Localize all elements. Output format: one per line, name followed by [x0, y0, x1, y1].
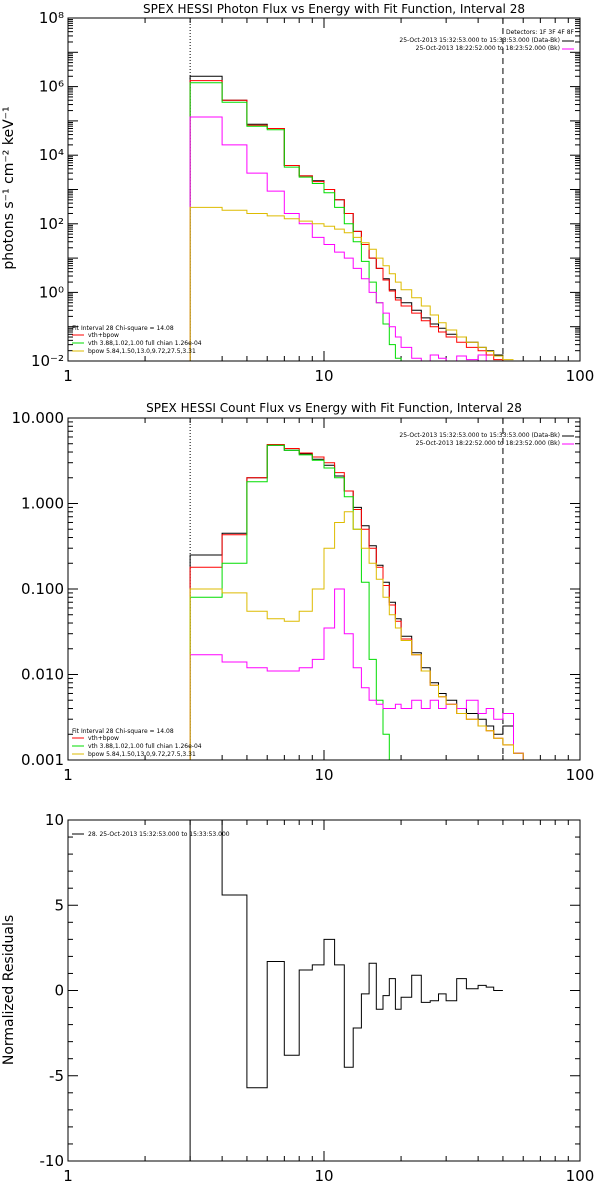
- photon-legend-interval-data: 25-Oct-2013 15:32:53.000 to 15:33:53.000…: [399, 37, 560, 44]
- count-legend-interval-data: 25-Oct-2013 15:32:53.000 to 15:33:53.000…: [399, 432, 560, 439]
- y-tick-label: 10⁸: [39, 9, 64, 27]
- series-line-4: [189, 206, 514, 361]
- residual-chart-ylabel: Normalized Residuals: [1, 915, 17, 1065]
- photon-chart-ylabel: photons s⁻¹ cm⁻² keV⁻¹: [1, 106, 17, 269]
- residual-chart-ticks: 1 10 100 -10 -5 0 5 10: [40, 811, 595, 1185]
- photon-chart-marks: [189, 18, 514, 362]
- residual-chart-legend: 28. 25-Oct-2013 15:32:53.000 to 15:33:53…: [72, 831, 230, 838]
- photon-chart-legend-left: Fit Interval 28 Chi-square = 14.08 vth+b…: [72, 325, 202, 355]
- photon-chart-ticks: 1 10 100 10⁻² 10⁰ 10² 10⁴ 10⁶ 10⁸: [31, 9, 594, 385]
- x-tick-label: 10: [314, 367, 333, 385]
- count-chart-ticks: 1 10 100 0.001 0.010 0.100 1.000 10.000: [12, 409, 595, 784]
- x-tick-label: 10: [314, 766, 333, 784]
- photon-chart-title: SPEX HESSI Photon Flux vs Energy with Fi…: [143, 2, 525, 16]
- count-legend-vthbpow: vth+bpow: [88, 735, 119, 742]
- series-line-1: [189, 444, 534, 761]
- series-line-2: [189, 82, 514, 362]
- y-tick-label: 10.000: [12, 409, 65, 427]
- y-tick-label: 0.010: [21, 666, 64, 684]
- count-chart-legend-left: Fit Interval 28 Chi-square = 14.08 vth+b…: [72, 728, 202, 758]
- photon-chart-frame: [67, 17, 581, 362]
- photon-legend-interval-bk: 25-Oct-2013 18:22:52.000 to 18:23:52.000…: [416, 45, 560, 52]
- photon-legend-fit: Fit Interval 28 Chi-square = 14.08: [72, 325, 174, 332]
- y-tick-label: -5: [49, 1067, 64, 1085]
- y-tick-label: 10: [45, 811, 64, 829]
- series-line-0: [189, 75, 514, 362]
- x-tick-label: 1: [63, 766, 73, 784]
- y-tick-label: 10⁴: [39, 146, 64, 164]
- count-legend-fit: Fit Interval 28 Chi-square = 14.08: [72, 728, 174, 735]
- y-tick-label: 10²: [39, 215, 64, 233]
- photon-legend-vthbpow: vth+bpow: [88, 332, 119, 339]
- residual-legend-label: 28. 25-Oct-2013 15:32:53.000 to 15:33:53…: [88, 831, 230, 838]
- y-tick-label: 1.000: [21, 495, 64, 513]
- count-legend-interval-bk: 25-Oct-2013 18:22:52.000 to 18:23:52.000…: [416, 440, 560, 447]
- photon-legend-detectors: Detectors: 1F 3F 4F 8F: [506, 29, 575, 36]
- x-tick-label: 1: [63, 1167, 73, 1185]
- y-tick-label: -10: [40, 1152, 65, 1170]
- photon-legend-vth: vth 3.88,1.02,1.00 full chian 1.26e-04: [88, 340, 202, 347]
- count-legend-bpow: bpow 5.84,1.50,13.0,9.72,27.5,3.31: [88, 751, 196, 758]
- y-tick-label: 10⁶: [39, 78, 64, 96]
- residual-chart: Normalized Residuals 1 10 100 -10 -5 0 5 10 28.…: [1, 811, 594, 1185]
- y-tick-label: 0.001: [21, 751, 64, 769]
- x-tick-label: 100: [566, 367, 595, 385]
- photon-chart: SPEX HESSI Photon Flux vs Energy with Fi…: [1, 2, 594, 385]
- photon-chart-legend-right: Detectors: 1F 3F 4F 8F 25-Oct-2013 15:32…: [399, 29, 574, 52]
- count-chart-marks: [189, 418, 534, 761]
- series-line-0: [189, 819, 503, 1161]
- photon-legend-bpow: bpow 5.84,1.50,13.0,9.72,27.5,3.31: [88, 348, 196, 355]
- count-chart-legend-right: 25-Oct-2013 15:32:53.000 to 15:33:53.000…: [399, 432, 574, 447]
- residual-chart-frame: [67, 819, 581, 1162]
- y-tick-label: 5: [54, 896, 64, 914]
- series-line-4: [189, 511, 534, 761]
- series-line-3: [189, 588, 534, 761]
- count-legend-vth: vth 3.88,1.02,1.00 full chian 1.26e-04: [88, 743, 202, 750]
- y-tick-label: 0: [54, 982, 64, 1000]
- series-line-1: [189, 80, 514, 362]
- y-tick-label: 10⁰: [39, 283, 64, 301]
- count-chart: SPEX HESSI Count Flux vs Energy with Fit…: [12, 401, 595, 784]
- y-tick-label: 10⁻²: [31, 352, 64, 370]
- series-line-3: [189, 116, 514, 362]
- count-chart-frame: [67, 417, 581, 761]
- x-tick-label: 100: [566, 766, 595, 784]
- residual-chart-marks: [189, 819, 503, 1161]
- count-chart-title: SPEX HESSI Count Flux vs Energy with Fit…: [146, 401, 522, 415]
- x-tick-label: 10: [314, 1167, 333, 1185]
- x-tick-label: 100: [566, 1167, 595, 1185]
- x-tick-label: 1: [63, 367, 73, 385]
- series-line-0: [189, 444, 534, 761]
- y-tick-label: 0.100: [21, 580, 64, 598]
- series-line-2: [189, 444, 534, 761]
